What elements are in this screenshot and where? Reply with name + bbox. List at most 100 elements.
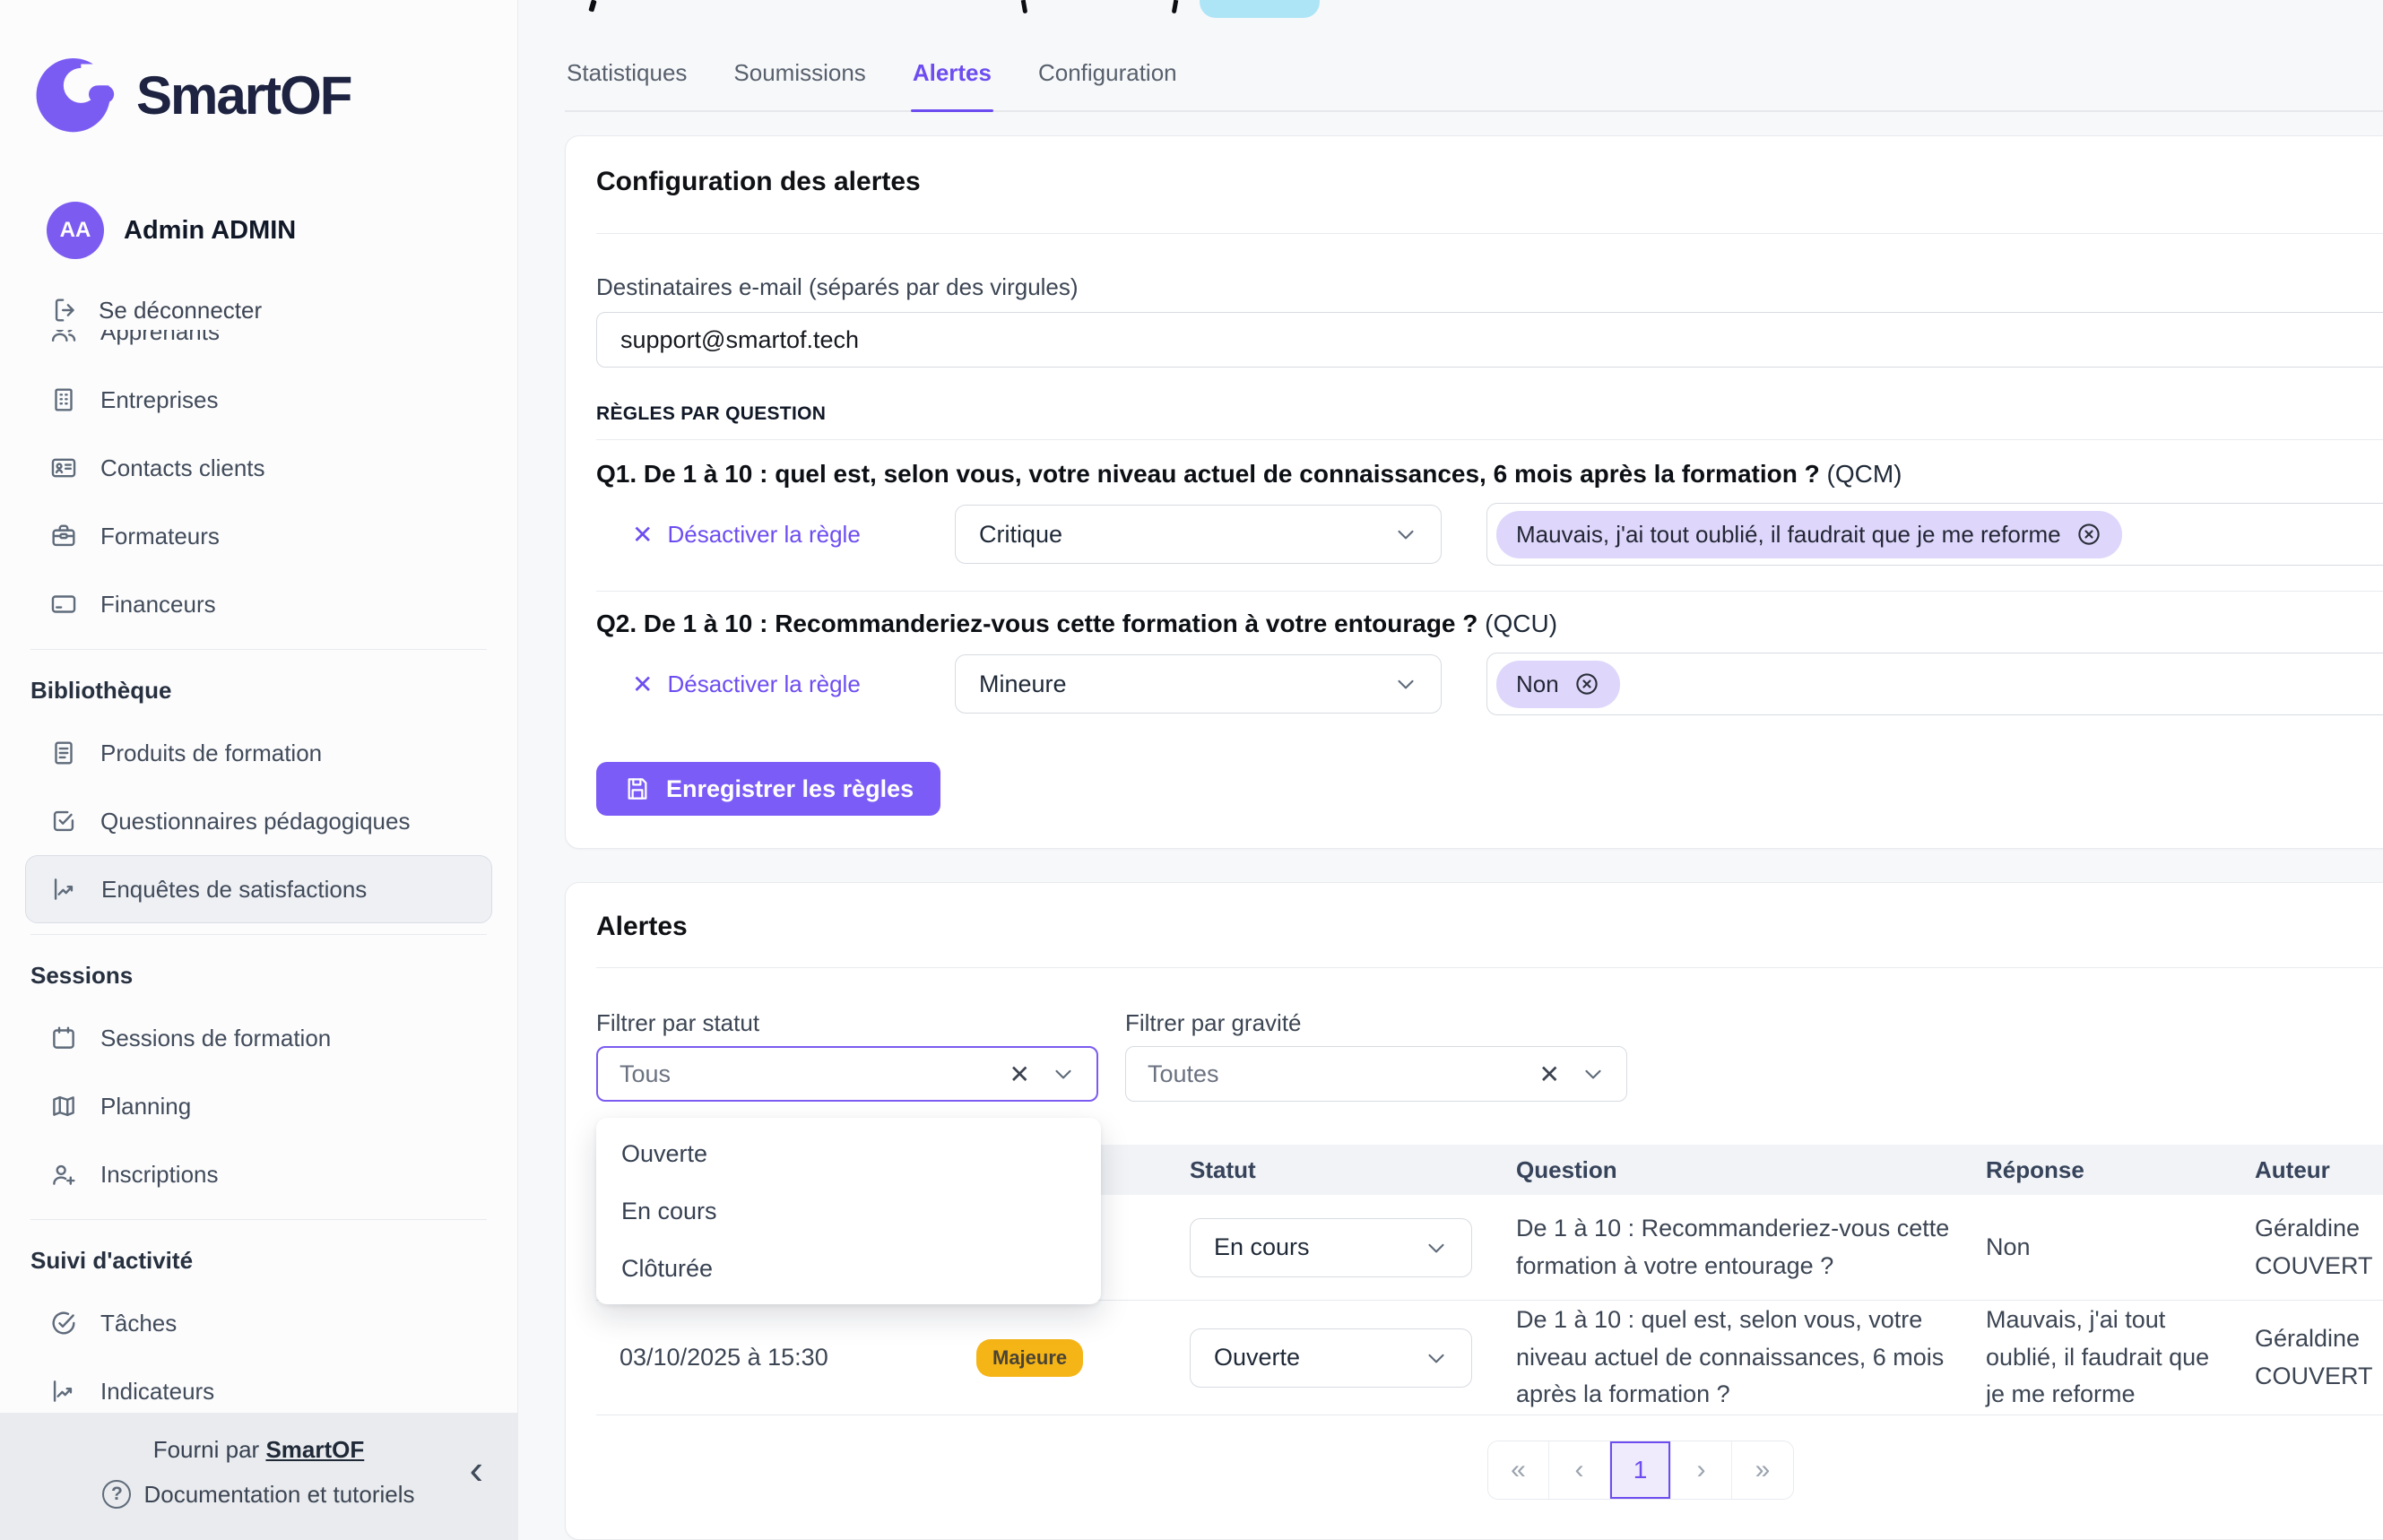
sidebar-item-questionnaires[interactable]: Questionnaires pédagogiques bbox=[0, 787, 517, 855]
pagination: « ‹ 1 › » bbox=[1487, 1441, 1794, 1500]
pagination-page-1[interactable]: 1 bbox=[1610, 1441, 1671, 1499]
save-rules-label: Enregistrer les règles bbox=[666, 774, 914, 802]
sidebar-item-label: Tâches bbox=[100, 1309, 178, 1337]
alert-filters: Filtrer par statut Tous ✕ Filtrer par gr… bbox=[596, 1009, 2383, 1102]
col-auteur: Auteur bbox=[2255, 1155, 2330, 1183]
status-badge bbox=[1200, 0, 1320, 18]
chart-line-icon bbox=[54, 878, 74, 900]
save-rules-button[interactable]: Enregistrer les règles bbox=[596, 762, 941, 816]
documentation-link[interactable]: ? Documentation et tutoriels bbox=[0, 1480, 517, 1509]
provided-by-prefix: Fourni par bbox=[152, 1436, 260, 1463]
chart-line-icon bbox=[53, 1380, 73, 1402]
pagination-last-button[interactable]: » bbox=[1732, 1441, 1793, 1499]
avatar: AA bbox=[47, 202, 104, 259]
sidebar-item-enquetes-satisfactions[interactable]: Enquêtes de satisfactions bbox=[25, 855, 492, 923]
status-filter-label: Filtrer par statut bbox=[596, 1009, 760, 1036]
disable-rule-q1-button[interactable]: ✕ Désactiver la règle bbox=[596, 520, 955, 549]
pagination-next-button[interactable]: › bbox=[1671, 1441, 1732, 1499]
sidebar-item-indicateurs[interactable]: Indicateurs bbox=[0, 1357, 517, 1413]
answer-chip-label: Non bbox=[1516, 670, 1559, 697]
col-reponse: Réponse bbox=[1986, 1155, 2084, 1183]
answers-chip-field-q1[interactable]: Mauvais, j'ai tout oublié, il faudrait q… bbox=[1486, 503, 2383, 566]
severity-select-q1[interactable]: Critique bbox=[955, 505, 1442, 564]
pagination-prev-button[interactable]: ‹ bbox=[1549, 1441, 1610, 1499]
clear-filter-icon[interactable]: ✕ bbox=[1538, 1060, 1560, 1088]
sidebar-item-financeurs[interactable]: Financeurs bbox=[0, 570, 517, 638]
chevron-down-icon bbox=[1428, 1354, 1444, 1363]
circle-x-icon[interactable] bbox=[1573, 671, 1600, 697]
dropdown-option-cloturee[interactable]: Clôturée bbox=[621, 1254, 714, 1282]
sidebar-item-planning[interactable]: Planning bbox=[0, 1072, 517, 1140]
email-recipients-input[interactable]: support@smartof.tech bbox=[596, 312, 2383, 368]
rules-per-question-header: RÈGLES PAR QUESTION bbox=[596, 403, 827, 424]
clear-filter-icon[interactable]: ✕ bbox=[1009, 1060, 1030, 1088]
smartof-link[interactable]: SmartOF bbox=[265, 1436, 365, 1463]
cell-statut: En cours bbox=[1190, 1217, 1516, 1277]
disable-rule-q2-button[interactable]: ✕ Désactiver la règle bbox=[596, 670, 955, 699]
chevron-down-icon[interactable] bbox=[1580, 1060, 1607, 1087]
tab-bar: Statistiques Soumissions Alertes Configu… bbox=[565, 59, 2383, 112]
dropdown-option-en-cours[interactable]: En cours bbox=[621, 1197, 717, 1224]
sidebar-item-entreprises[interactable]: Entreprises bbox=[0, 366, 517, 434]
row-status-select[interactable]: En cours bbox=[1190, 1217, 1472, 1277]
severity-filter-label: Filtrer par gravité bbox=[1125, 1009, 1302, 1036]
people-icon bbox=[51, 330, 76, 342]
sidebar-item-taches[interactable]: Tâches bbox=[0, 1289, 517, 1357]
status-filter-select[interactable]: Tous ✕ bbox=[596, 1046, 1098, 1102]
question-2-type: (QCU) bbox=[1485, 610, 1558, 637]
section-header-bibliotheque: Bibliothèque bbox=[30, 677, 172, 704]
collapse-sidebar-button[interactable]: ‹ bbox=[469, 1446, 483, 1492]
sidebar-item-contacts-clients[interactable]: Contacts clients bbox=[0, 434, 517, 502]
answer-chip[interactable]: Mauvais, j'ai tout oublié, il faudrait q… bbox=[1496, 510, 2122, 558]
tab-alertes[interactable]: Alertes bbox=[910, 59, 994, 112]
rule-row-q1: ✕ Désactiver la règle Critique Mauvais, … bbox=[596, 503, 2383, 566]
sidebar-item-label: Sessions de formation bbox=[100, 1024, 332, 1051]
documentation-label: Documentation et tutoriels bbox=[143, 1480, 415, 1508]
sidebar-item-produits-de-formation[interactable]: Produits de formation bbox=[0, 719, 517, 787]
dropdown-option-ouverte[interactable]: Ouverte bbox=[621, 1139, 708, 1167]
sidebar-item-formateurs[interactable]: Formateurs bbox=[0, 502, 517, 570]
logout-button[interactable]: Se déconnecter bbox=[0, 259, 517, 325]
table-row: 03/10/2025 à 15:30 Majeure Ouverte De 1 … bbox=[596, 1301, 2383, 1415]
question-1-type: (QCM) bbox=[1826, 460, 1902, 488]
question-2-heading: Q2. De 1 à 10 : Recommanderiez-vous cett… bbox=[596, 610, 2383, 638]
pagination-first-button[interactable]: « bbox=[1488, 1441, 1549, 1499]
cell-reponse: Mauvais, j'ai tout oublié, il faudrait q… bbox=[1986, 1305, 2210, 1408]
calendar-icon bbox=[53, 1026, 74, 1049]
severity-filter-value: Toutes bbox=[1148, 1060, 1219, 1087]
question-2-text: Q2. De 1 à 10 : Recommanderiez-vous cett… bbox=[596, 610, 1478, 637]
main-content: Statistiques Soumissions Alertes Configu… bbox=[518, 0, 2383, 1540]
id-card-icon bbox=[51, 458, 76, 478]
circle-x-icon[interactable] bbox=[2075, 521, 2102, 548]
row-status-select[interactable]: Ouverte bbox=[1190, 1328, 1472, 1388]
severity-filter-select[interactable]: Toutes ✕ bbox=[1125, 1046, 1627, 1102]
status-filter: Filtrer par statut Tous ✕ bbox=[596, 1009, 1098, 1102]
tab-soumissions[interactable]: Soumissions bbox=[733, 59, 866, 86]
question-1-text: Q1. De 1 à 10 : quel est, selon vous, vo… bbox=[596, 460, 1820, 488]
row-status-value: Ouverte bbox=[1214, 1344, 1301, 1371]
tab-configuration[interactable]: Configuration bbox=[1037, 59, 1177, 86]
cell-auteur: Géraldine COUVERT bbox=[2255, 1214, 2373, 1279]
logout-icon bbox=[55, 298, 74, 322]
user-row: AA Admin ADMIN bbox=[0, 144, 517, 259]
sidebar-item-sessions-de-formation[interactable]: Sessions de formation bbox=[0, 1004, 517, 1072]
cell-statut: Ouverte bbox=[1190, 1328, 1516, 1388]
brand: SmartOF bbox=[0, 0, 517, 144]
sidebar-item-inscriptions[interactable]: Inscriptions bbox=[0, 1140, 517, 1208]
alerts-card-title: Alertes bbox=[596, 912, 688, 941]
chevron-down-icon[interactable] bbox=[1050, 1060, 1077, 1087]
sidebar-item-label: Planning bbox=[100, 1092, 192, 1120]
answer-chip[interactable]: Non bbox=[1496, 660, 1620, 708]
sidebar-item-apprenants[interactable]: Apprenants bbox=[0, 330, 517, 366]
question-1-heading: Q1. De 1 à 10 : quel est, selon vous, vo… bbox=[596, 460, 2383, 489]
status-filter-dropdown: Ouverte En cours Clôturée bbox=[596, 1118, 1101, 1304]
tab-statistiques[interactable]: Statistiques bbox=[567, 59, 688, 86]
sidebar-item-label: Contacts clients bbox=[100, 454, 265, 481]
checkbox-icon bbox=[53, 810, 74, 832]
answers-chip-field-q2[interactable]: Non bbox=[1486, 653, 2383, 715]
severity-select-q2[interactable]: Mineure bbox=[955, 654, 1442, 714]
cell-date: 03/10/2025 à 15:30 bbox=[620, 1344, 828, 1371]
cell-reponse: Non bbox=[1986, 1233, 2031, 1260]
severity-badge: Majeure bbox=[976, 1338, 1084, 1377]
book-icon bbox=[55, 741, 73, 765]
